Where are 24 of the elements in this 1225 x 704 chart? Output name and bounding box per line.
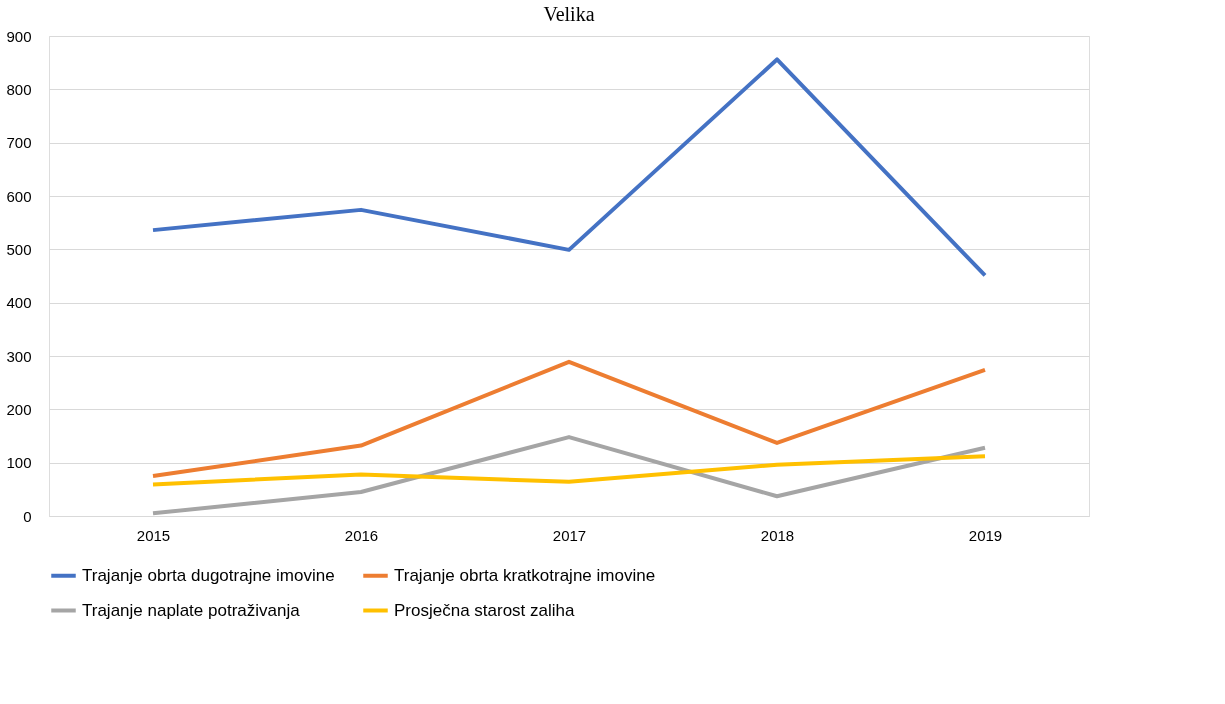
line-series bbox=[151, 359, 987, 478]
legend-label: Trajanje obrta kratkotrajne imovine bbox=[394, 565, 656, 585]
x-tick-label: 2016 bbox=[344, 526, 379, 544]
x-tick-label: 2017 bbox=[552, 526, 587, 544]
x-tick-label: 2018 bbox=[760, 526, 795, 544]
chart-title: Velika bbox=[543, 3, 595, 25]
y-tick-label: 100 bbox=[6, 454, 32, 472]
y-tick-label: 400 bbox=[6, 294, 32, 312]
line-series bbox=[151, 435, 987, 516]
y-tick-label: 0 bbox=[23, 507, 32, 525]
y-tick-label: 200 bbox=[6, 400, 32, 418]
x-tick-label: 2015 bbox=[136, 526, 171, 544]
y-tick-label: 600 bbox=[6, 187, 32, 205]
y-tick-label: 700 bbox=[6, 134, 32, 152]
legend-label: Trajanje obrta dugotrajne imovine bbox=[82, 565, 335, 585]
y-tick-label: 900 bbox=[6, 27, 32, 45]
line-series bbox=[151, 454, 987, 487]
y-tick-label: 300 bbox=[6, 347, 32, 365]
y-tick-label: 500 bbox=[6, 240, 32, 258]
x-tick-label: 2019 bbox=[968, 526, 1003, 544]
line-series bbox=[151, 57, 987, 278]
y-tick-label: 800 bbox=[6, 80, 32, 98]
legend-label: Prosječna starost zaliha bbox=[394, 600, 576, 620]
legend-label: Trajanje naplate potraživanja bbox=[82, 600, 301, 620]
